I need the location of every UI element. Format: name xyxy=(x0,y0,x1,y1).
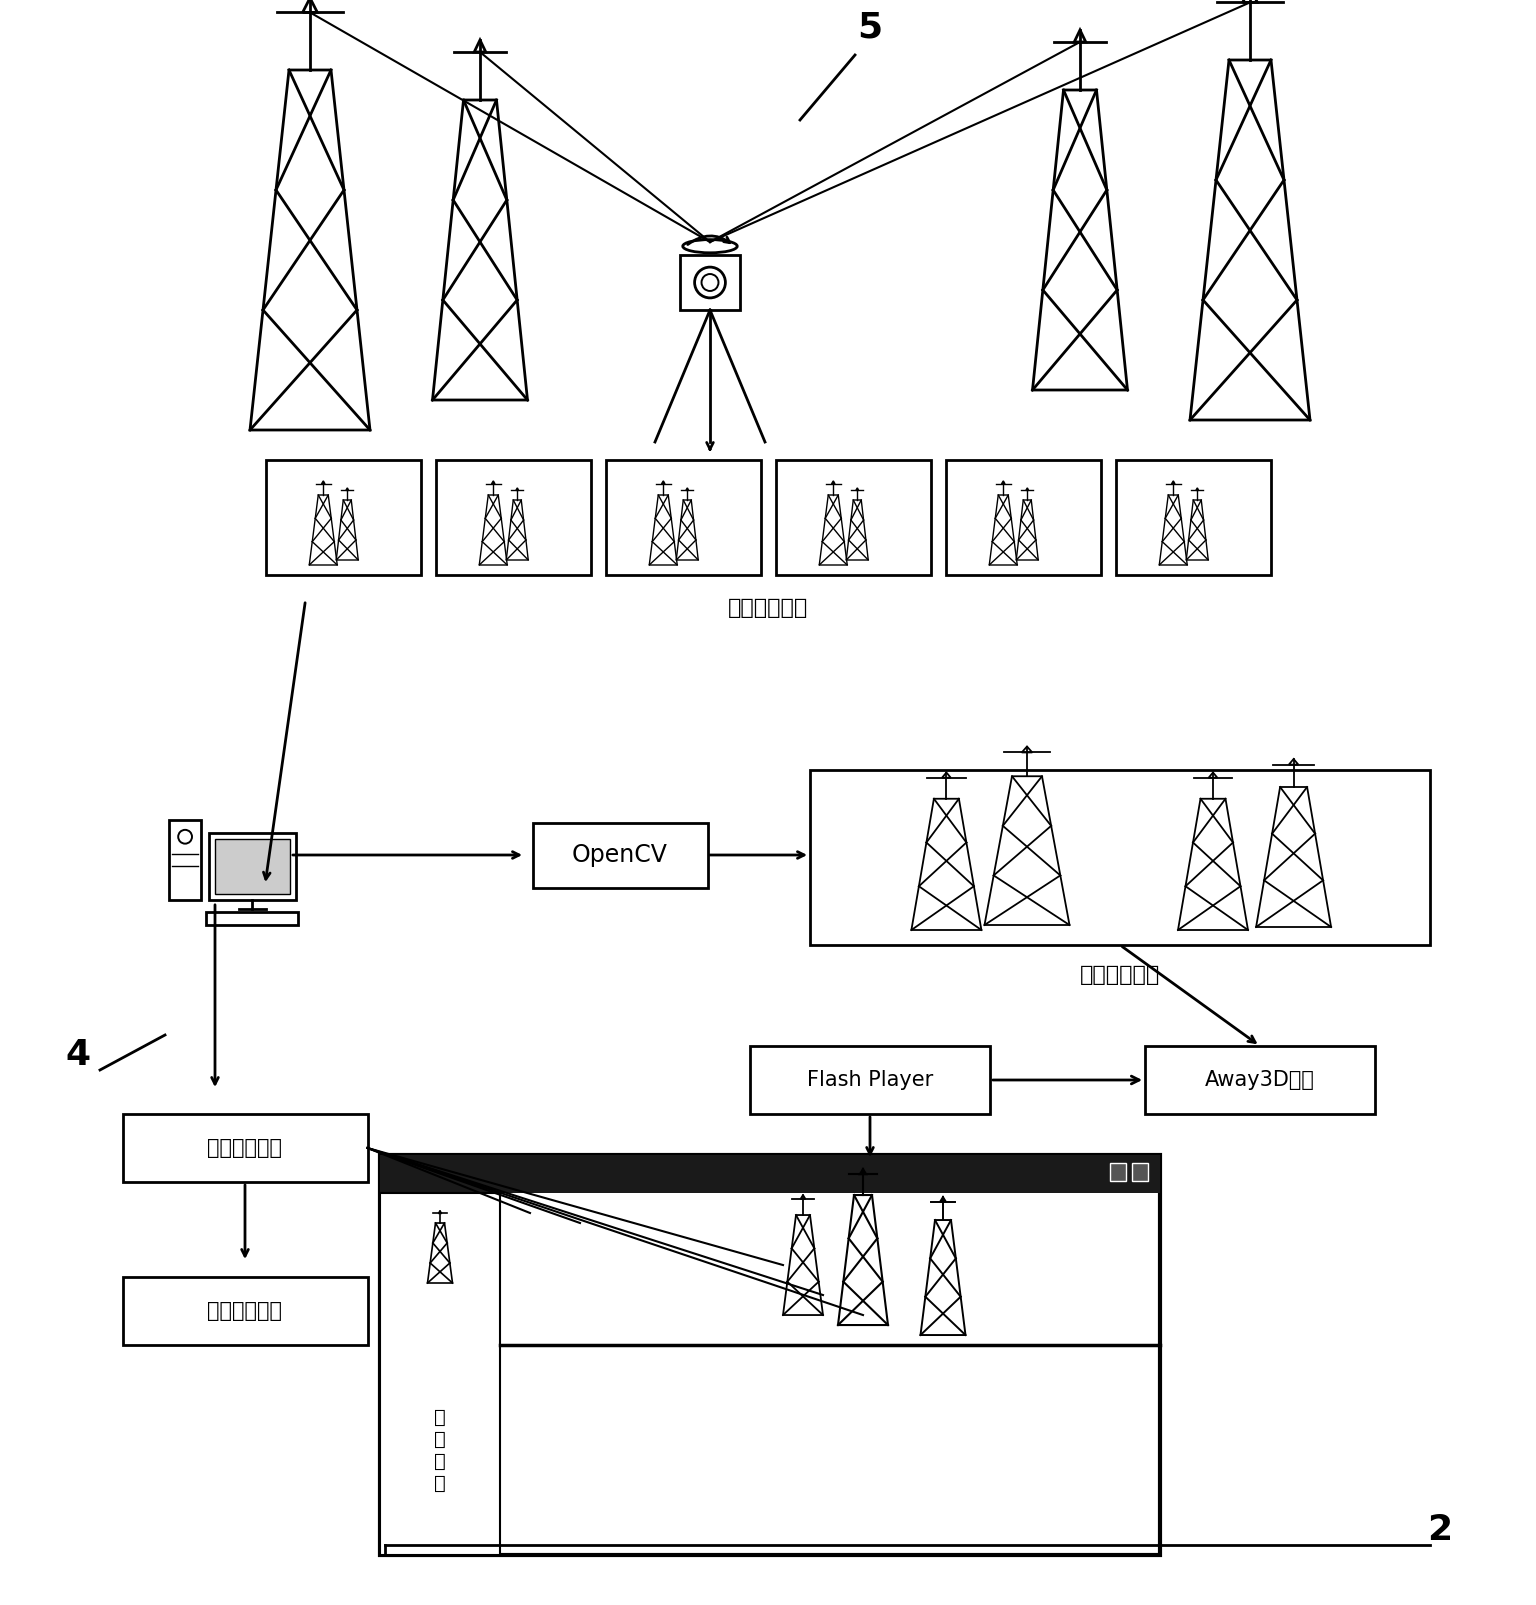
Text: Flash Player: Flash Player xyxy=(806,1071,934,1090)
Text: 4: 4 xyxy=(65,1038,91,1072)
Bar xyxy=(169,820,201,900)
Bar xyxy=(206,912,298,926)
Bar xyxy=(776,461,931,575)
Bar xyxy=(750,1046,991,1114)
Bar xyxy=(123,1114,367,1181)
Bar xyxy=(379,1193,501,1555)
Bar xyxy=(809,770,1430,945)
Text: OpenCV: OpenCV xyxy=(571,843,668,867)
Bar xyxy=(680,255,740,310)
Bar xyxy=(605,461,760,575)
Bar xyxy=(379,1156,1160,1193)
Bar xyxy=(266,461,421,575)
Bar xyxy=(1111,1164,1126,1181)
Text: 性
能
参
数: 性 能 参 数 xyxy=(435,1408,445,1493)
Bar xyxy=(123,1278,367,1345)
Bar xyxy=(215,839,290,894)
Text: 完整全景贴图: 完整全景贴图 xyxy=(1080,965,1160,985)
Bar xyxy=(1144,1046,1375,1114)
Bar xyxy=(379,1156,1160,1555)
Bar xyxy=(946,461,1100,575)
Bar xyxy=(1115,461,1270,575)
Bar xyxy=(436,461,590,575)
Bar xyxy=(533,822,708,888)
Text: 热点位置编辑: 热点位置编辑 xyxy=(207,1138,283,1157)
Text: 2: 2 xyxy=(1427,1514,1453,1547)
Text: 5: 5 xyxy=(857,11,883,45)
Bar xyxy=(1132,1164,1147,1181)
Bar xyxy=(209,833,295,900)
Text: 局部照片组图: 局部照片组图 xyxy=(728,599,808,618)
Text: Away3D引擎: Away3D引擎 xyxy=(1206,1071,1315,1090)
Text: 热点参数编辑: 热点参数编辑 xyxy=(207,1302,283,1321)
